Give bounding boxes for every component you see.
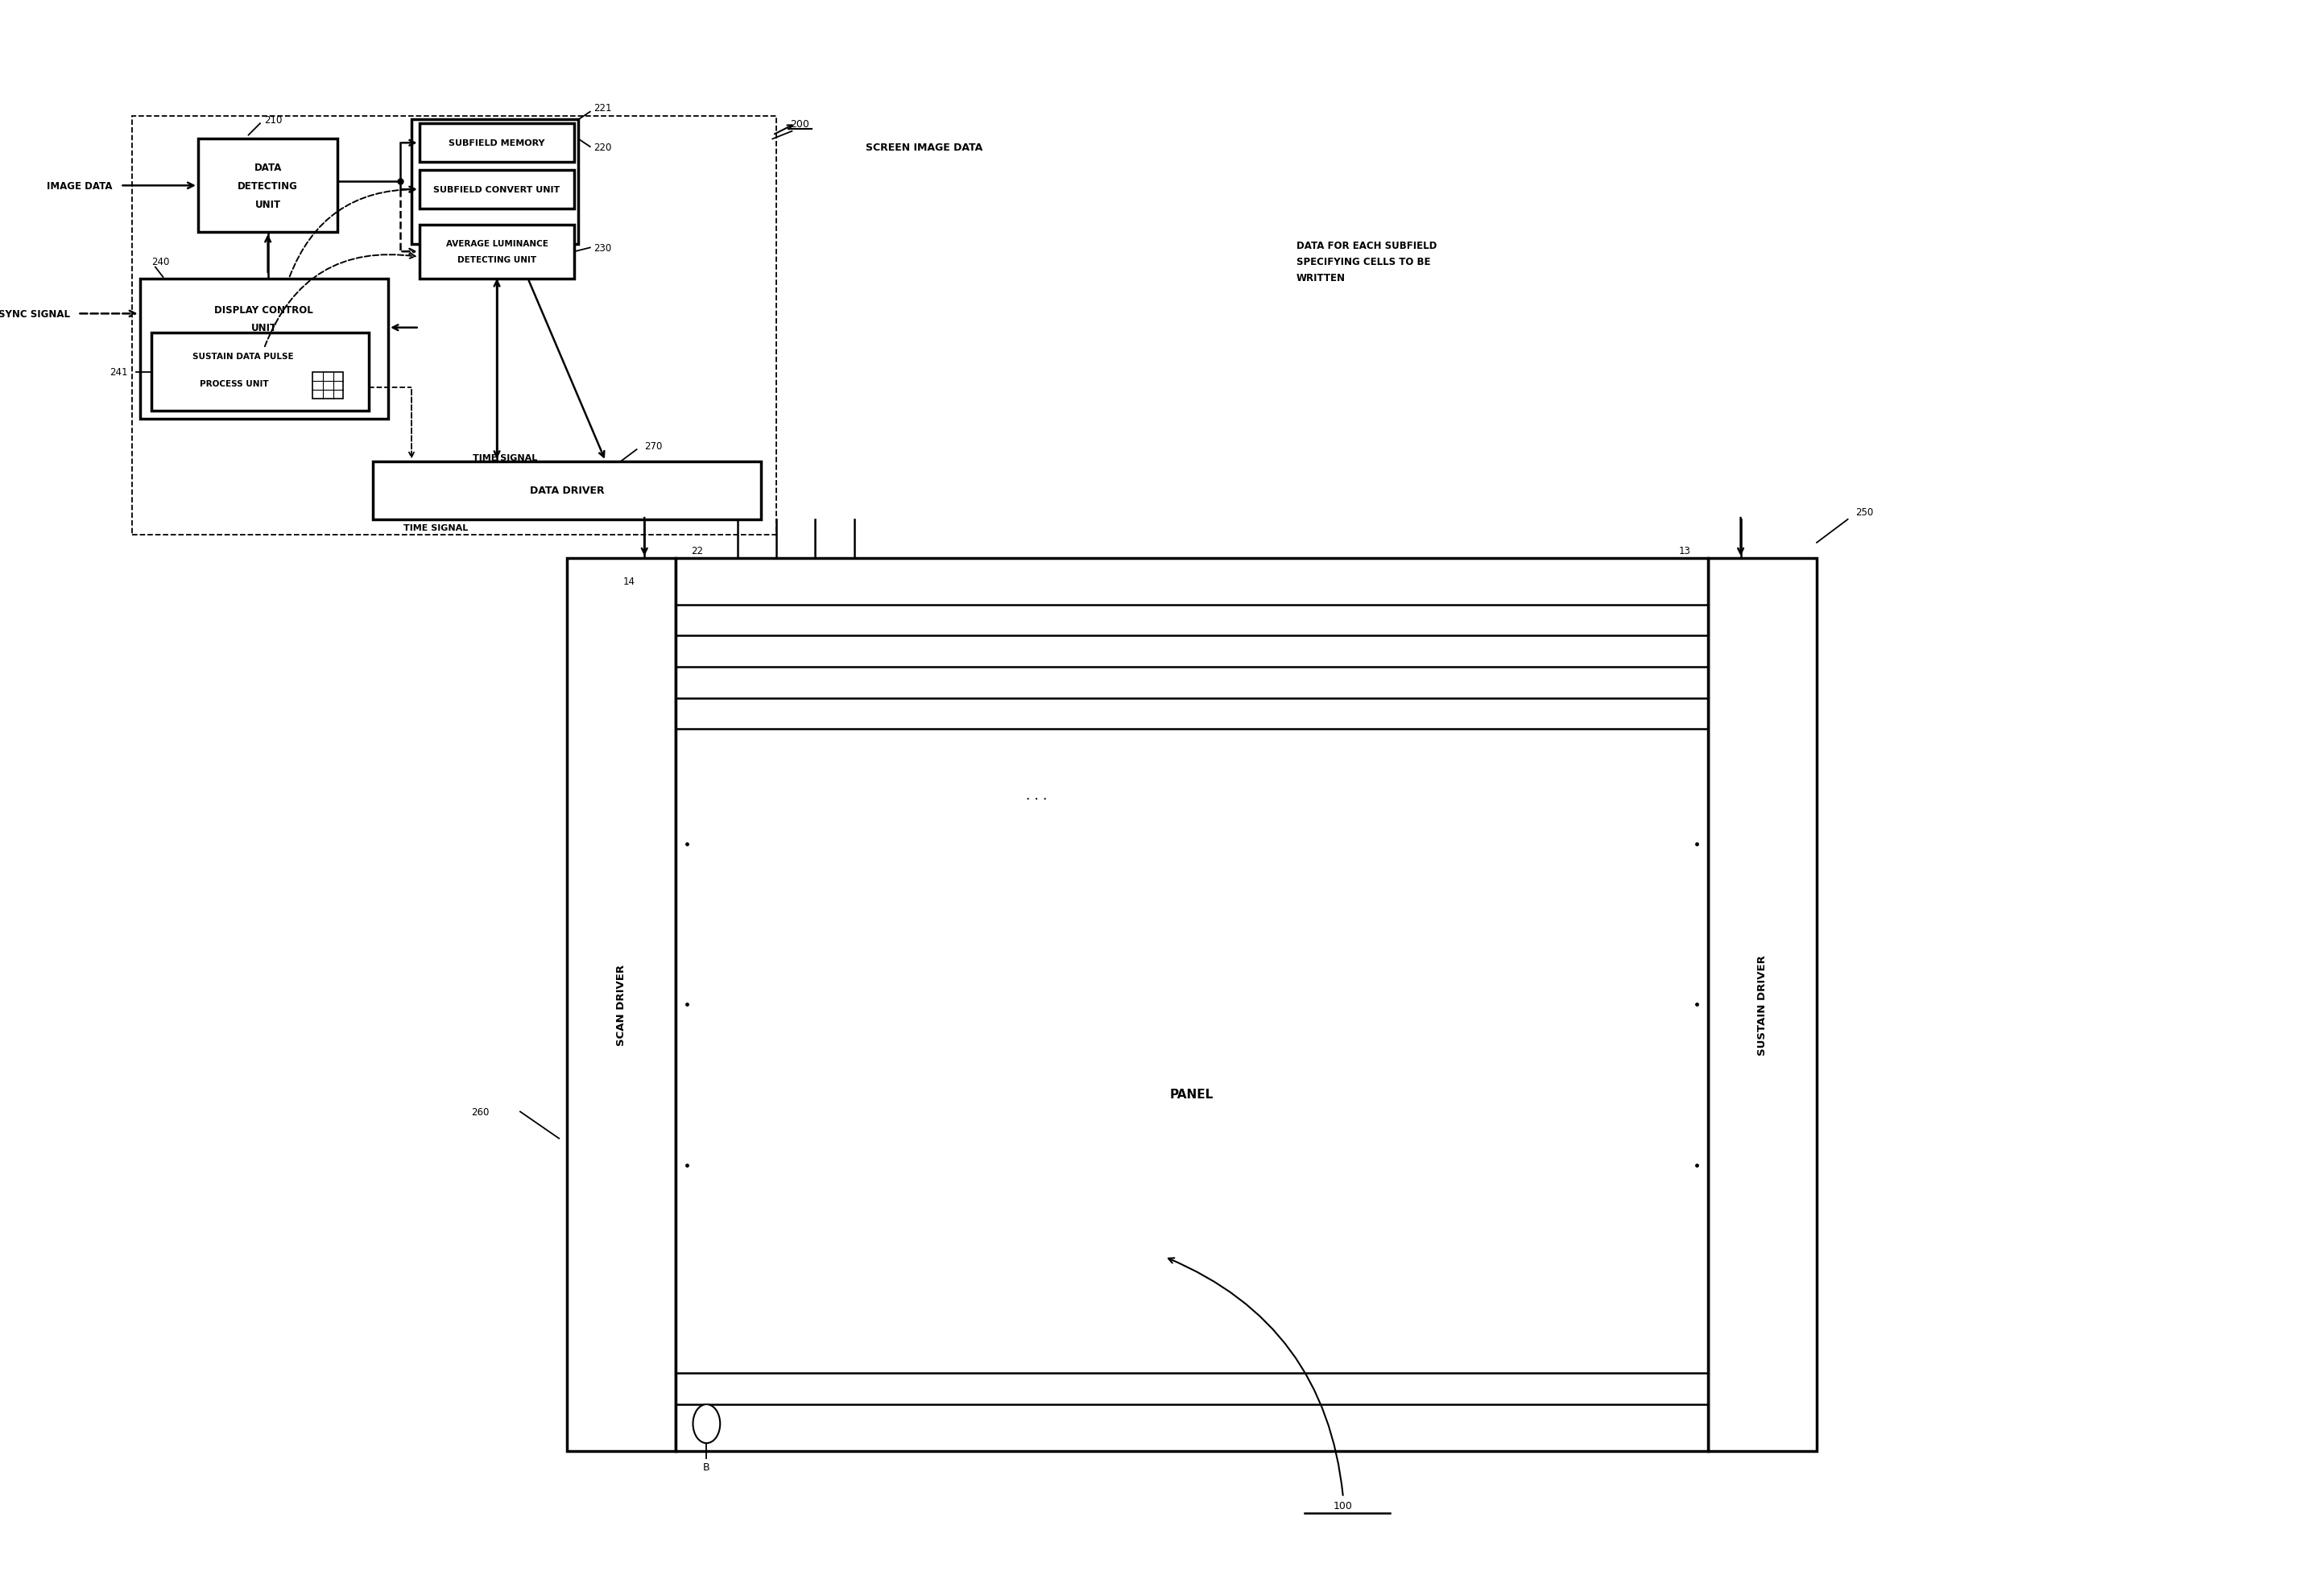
- Text: UNIT: UNIT: [255, 200, 281, 211]
- Text: SCAN DRIVER: SCAN DRIVER: [615, 964, 626, 1045]
- Text: 270: 270: [645, 440, 664, 452]
- Bar: [374, 461, 761, 520]
- Text: SUBFIELD MEMORY: SUBFIELD MEMORY: [448, 139, 545, 147]
- Text: 221: 221: [594, 104, 612, 113]
- Text: PROCESS UNIT: PROCESS UNIT: [200, 380, 269, 388]
- Text: TIME SIGNAL: TIME SIGNAL: [404, 523, 469, 531]
- Text: IMAGE DATA: IMAGE DATA: [46, 180, 114, 192]
- Text: · · ·: · · ·: [1025, 792, 1046, 806]
- Bar: [675, 559, 1708, 1451]
- Bar: [132, 117, 777, 535]
- Text: B: B: [703, 1462, 710, 1472]
- Text: DISPLAY CONTROL: DISPLAY CONTROL: [213, 305, 313, 316]
- Bar: [1708, 559, 1817, 1451]
- Text: DATA FOR EACH SUBFIELD
SPECIFYING CELLS TO BE
WRITTEN: DATA FOR EACH SUBFIELD SPECIFYING CELLS …: [1297, 241, 1436, 282]
- Text: AVERAGE LUMINANCE: AVERAGE LUMINANCE: [445, 239, 548, 247]
- Text: 100: 100: [1334, 1500, 1353, 1510]
- Text: DETECTING UNIT: DETECTING UNIT: [457, 257, 536, 265]
- Text: DATA DRIVER: DATA DRIVER: [529, 485, 603, 496]
- Text: 241: 241: [109, 367, 128, 378]
- Text: 220: 220: [594, 142, 612, 153]
- Bar: [420, 225, 575, 279]
- Text: SUSTAIN DRIVER: SUSTAIN DRIVER: [1756, 954, 1768, 1055]
- Text: 240: 240: [151, 257, 169, 268]
- Text: 260: 260: [471, 1106, 490, 1117]
- Text: UNIT: UNIT: [251, 322, 276, 334]
- Ellipse shape: [694, 1404, 719, 1443]
- Bar: [566, 559, 675, 1451]
- Bar: [420, 124, 575, 163]
- Bar: [151, 334, 369, 412]
- Bar: [420, 171, 575, 209]
- Text: PANEL: PANEL: [1169, 1088, 1213, 1100]
- Text: TIME SIGNAL: TIME SIGNAL: [473, 453, 536, 461]
- Text: 200: 200: [791, 118, 810, 129]
- Text: DETECTING: DETECTING: [237, 180, 297, 192]
- Text: SUBFIELD CONVERT UNIT: SUBFIELD CONVERT UNIT: [434, 187, 559, 195]
- Text: 230: 230: [594, 243, 612, 254]
- Bar: [313, 372, 343, 399]
- Text: 250: 250: [1856, 508, 1875, 517]
- Text: SCREEN IMAGE DATA: SCREEN IMAGE DATA: [865, 142, 981, 153]
- Text: SUSTAIN DATA PULSE: SUSTAIN DATA PULSE: [193, 353, 292, 361]
- Text: 210: 210: [264, 115, 283, 126]
- Text: 14: 14: [622, 576, 636, 587]
- Text: 22: 22: [691, 546, 703, 555]
- Bar: [411, 120, 578, 244]
- Text: DATA: DATA: [253, 163, 281, 172]
- Text: SYNC SIGNAL: SYNC SIGNAL: [0, 310, 70, 319]
- Text: 13: 13: [1680, 546, 1691, 555]
- Bar: [139, 279, 387, 418]
- Bar: [197, 139, 339, 233]
